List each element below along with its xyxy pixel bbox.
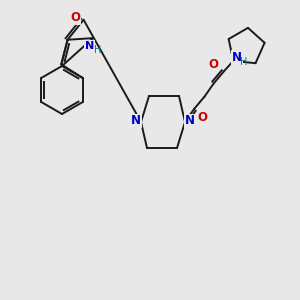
Text: N: N bbox=[85, 41, 94, 51]
Text: N: N bbox=[131, 115, 141, 128]
Text: H: H bbox=[94, 45, 102, 55]
Text: O: O bbox=[209, 58, 219, 70]
Text: N: N bbox=[185, 115, 195, 128]
Text: O: O bbox=[70, 11, 80, 24]
Text: N: N bbox=[232, 51, 242, 64]
Text: H: H bbox=[240, 57, 247, 68]
Text: O: O bbox=[198, 111, 208, 124]
